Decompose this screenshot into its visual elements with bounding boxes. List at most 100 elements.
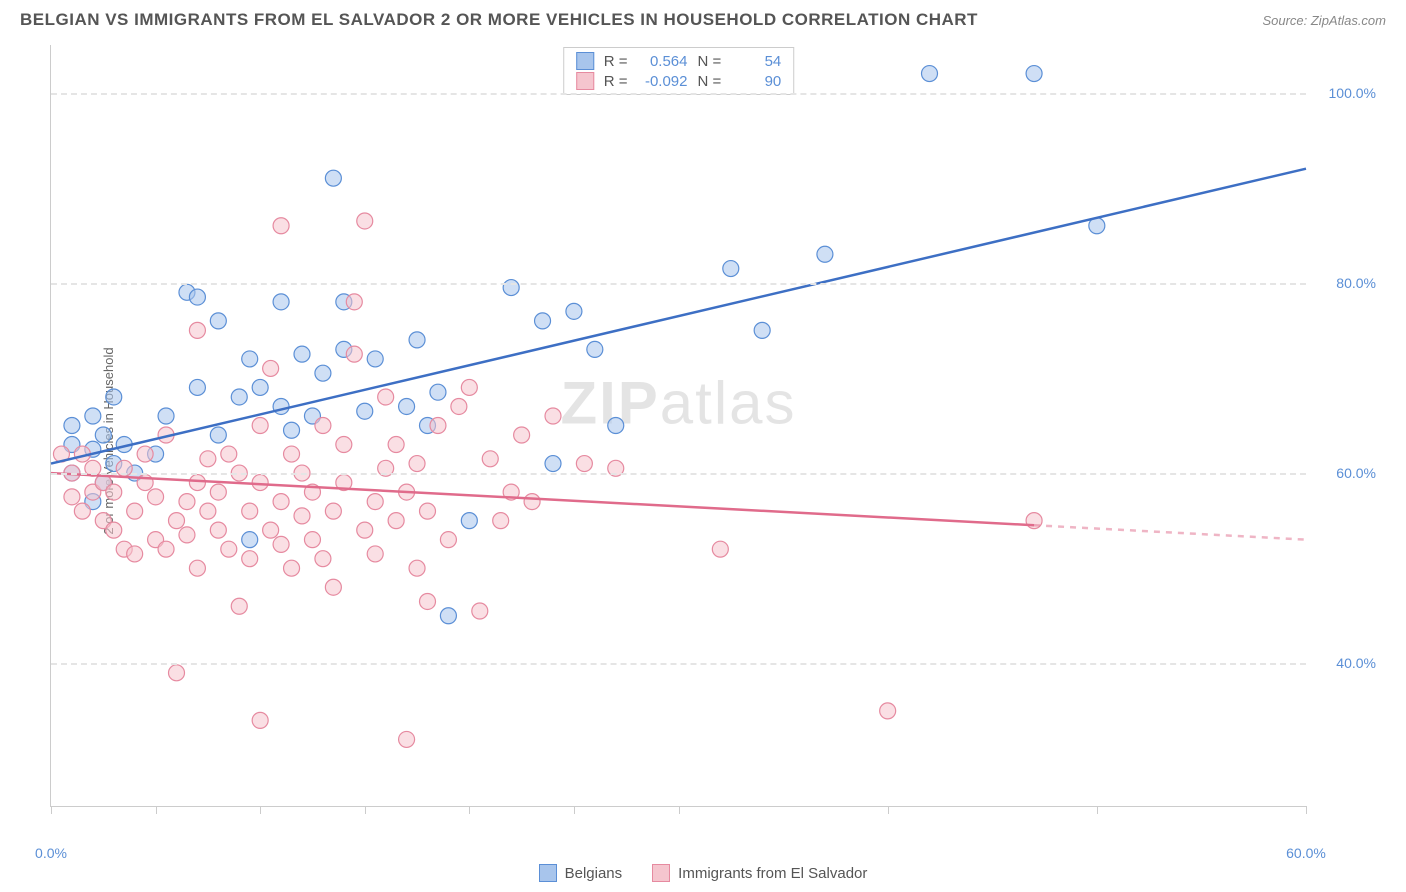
data-point bbox=[189, 322, 205, 338]
data-point bbox=[189, 475, 205, 491]
regression-line bbox=[51, 473, 1034, 525]
data-point bbox=[315, 551, 331, 567]
data-point bbox=[252, 418, 268, 434]
data-point bbox=[169, 665, 185, 681]
data-point bbox=[273, 218, 289, 234]
x-tick bbox=[469, 806, 470, 814]
data-point bbox=[357, 522, 373, 538]
x-tick bbox=[365, 806, 366, 814]
x-tick bbox=[679, 806, 680, 814]
data-point bbox=[210, 484, 226, 500]
data-point bbox=[514, 427, 530, 443]
data-point bbox=[95, 427, 111, 443]
data-point bbox=[576, 456, 592, 472]
data-point bbox=[200, 451, 216, 467]
legend-item: Belgians bbox=[539, 864, 623, 882]
data-point bbox=[304, 532, 320, 548]
legend-item: Immigrants from El Salvador bbox=[652, 864, 867, 882]
chart-svg bbox=[51, 45, 1306, 806]
data-point bbox=[545, 456, 561, 472]
legend-label: Belgians bbox=[565, 865, 623, 882]
data-point bbox=[127, 503, 143, 519]
data-point bbox=[137, 446, 153, 462]
data-point bbox=[388, 513, 404, 529]
data-point bbox=[922, 66, 938, 82]
data-point bbox=[587, 341, 603, 357]
data-point bbox=[388, 437, 404, 453]
data-point bbox=[294, 508, 310, 524]
data-point bbox=[420, 503, 436, 519]
x-tick bbox=[51, 806, 52, 814]
data-point bbox=[148, 489, 164, 505]
x-tick bbox=[1306, 806, 1307, 814]
source-attribution: Source: ZipAtlas.com bbox=[1262, 13, 1386, 28]
y-tick-label: 100.0% bbox=[1329, 85, 1376, 101]
data-point bbox=[221, 541, 237, 557]
data-point bbox=[399, 398, 415, 414]
data-point bbox=[252, 379, 268, 395]
data-point bbox=[712, 541, 728, 557]
data-point bbox=[263, 360, 279, 376]
data-point bbox=[535, 313, 551, 329]
data-point bbox=[242, 532, 258, 548]
data-point bbox=[325, 579, 341, 595]
data-point bbox=[210, 522, 226, 538]
data-point bbox=[754, 322, 770, 338]
regression-line-dashed bbox=[1034, 525, 1306, 539]
plot-area: ZIPatlas R = 0.564 N = 54 R = -0.092 N =… bbox=[50, 45, 1306, 807]
data-point bbox=[430, 418, 446, 434]
data-point bbox=[158, 408, 174, 424]
bottom-legend: Belgians Immigrants from El Salvador bbox=[0, 864, 1406, 882]
data-point bbox=[127, 546, 143, 562]
data-point bbox=[346, 294, 362, 310]
data-point bbox=[357, 403, 373, 419]
data-point bbox=[367, 351, 383, 367]
data-point bbox=[409, 456, 425, 472]
data-point bbox=[493, 513, 509, 529]
x-tick bbox=[260, 806, 261, 814]
data-point bbox=[179, 494, 195, 510]
data-point bbox=[189, 289, 205, 305]
data-point bbox=[210, 313, 226, 329]
data-point bbox=[440, 608, 456, 624]
gridline bbox=[51, 283, 1306, 285]
x-tick-label: 0.0% bbox=[35, 845, 67, 861]
gridline bbox=[51, 93, 1306, 95]
gridline bbox=[51, 473, 1306, 475]
data-point bbox=[315, 418, 331, 434]
data-point bbox=[378, 389, 394, 405]
data-point bbox=[273, 494, 289, 510]
data-point bbox=[252, 712, 268, 728]
data-point bbox=[325, 503, 341, 519]
data-point bbox=[284, 446, 300, 462]
data-point bbox=[158, 541, 174, 557]
data-point bbox=[880, 703, 896, 719]
data-point bbox=[106, 522, 122, 538]
data-point bbox=[451, 398, 467, 414]
legend-label: Immigrants from El Salvador bbox=[678, 865, 867, 882]
data-point bbox=[210, 427, 226, 443]
data-point bbox=[367, 546, 383, 562]
x-tick-label: 60.0% bbox=[1286, 845, 1326, 861]
data-point bbox=[106, 389, 122, 405]
data-point bbox=[357, 213, 373, 229]
data-point bbox=[608, 418, 624, 434]
data-point bbox=[723, 261, 739, 277]
y-tick-label: 40.0% bbox=[1336, 655, 1376, 671]
data-point bbox=[263, 522, 279, 538]
chart-container: 2 or more Vehicles in Household ZIPatlas… bbox=[50, 45, 1386, 837]
x-tick bbox=[888, 806, 889, 814]
data-point bbox=[482, 451, 498, 467]
data-point bbox=[430, 384, 446, 400]
data-point bbox=[242, 351, 258, 367]
data-point bbox=[409, 560, 425, 576]
x-tick bbox=[574, 806, 575, 814]
data-point bbox=[409, 332, 425, 348]
data-point bbox=[367, 494, 383, 510]
data-point bbox=[472, 603, 488, 619]
chart-title: BELGIAN VS IMMIGRANTS FROM EL SALVADOR 2… bbox=[20, 10, 978, 30]
data-point bbox=[231, 389, 247, 405]
data-point bbox=[169, 513, 185, 529]
data-point bbox=[346, 346, 362, 362]
data-point bbox=[284, 422, 300, 438]
